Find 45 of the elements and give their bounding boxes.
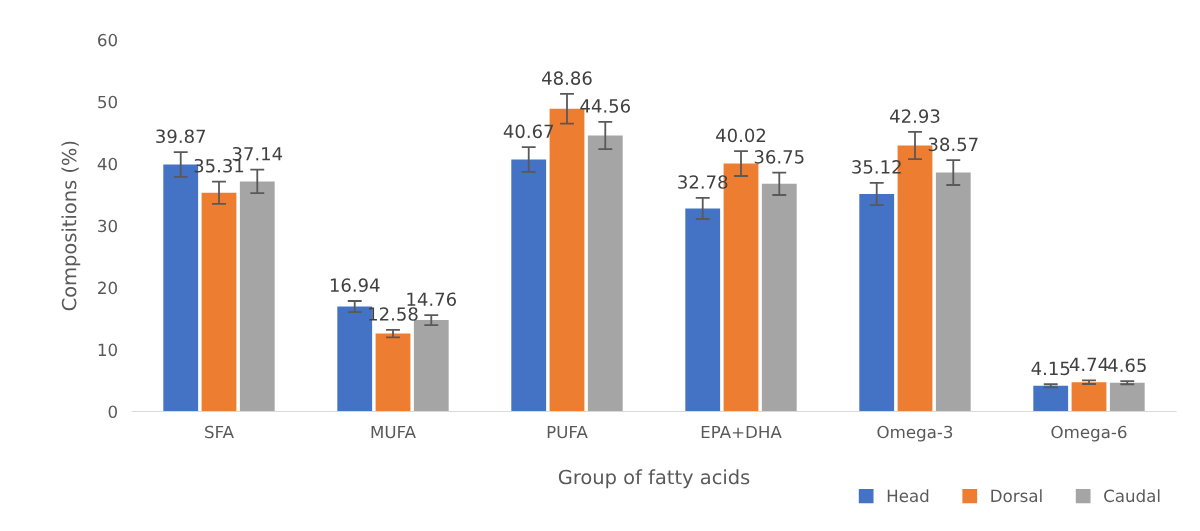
bar: [685, 208, 721, 412]
data-label: 4.15: [1031, 361, 1070, 376]
x-tick-label: PUFA: [547, 425, 588, 439]
y-tick-label: 10: [98, 343, 117, 357]
legend-label: Dorsal: [991, 489, 1042, 503]
data-label: 42.93: [890, 109, 940, 123]
data-label: 4.74: [1069, 357, 1109, 371]
bar: [1033, 385, 1069, 412]
legend-label: Caudal: [1104, 489, 1160, 503]
data-label: 38.57: [928, 137, 978, 152]
data-label: 37.14: [232, 146, 283, 161]
x-tick-label: Omega-3: [877, 425, 953, 442]
bar: [587, 135, 623, 412]
y-tick-label: 60: [98, 33, 117, 47]
data-label: 48.86: [542, 71, 592, 85]
bar: [1109, 382, 1145, 412]
y-tick-label: 40: [97, 157, 117, 171]
x-tick-label: EPA+DHA: [701, 425, 782, 439]
bar: [761, 183, 797, 412]
y-tick-label: 30: [98, 219, 117, 233]
y-axis-title: Compositions (%): [61, 141, 81, 311]
data-label: 35.31: [194, 158, 244, 173]
x-axis-title: Group of fatty acids: [558, 469, 750, 489]
x-tick-label: MUFA: [371, 425, 416, 439]
bar: [201, 192, 237, 412]
y-tick-label: 20: [98, 281, 117, 295]
bar: [859, 193, 895, 412]
bar: [239, 181, 275, 412]
bar: [375, 333, 411, 412]
legend-label: Head: [887, 489, 929, 503]
bar: [413, 320, 449, 412]
bar: [511, 159, 547, 412]
data-label: 44.56: [580, 99, 630, 113]
x-tick-label: SFA: [205, 425, 234, 439]
bar: [935, 172, 971, 412]
y-tick-label: 50: [98, 95, 117, 109]
data-label: 4.65: [1108, 358, 1146, 373]
x-tick-label: Omega-6: [1051, 425, 1127, 442]
data-label: 16.94: [330, 278, 380, 292]
data-label: 40.02: [716, 128, 766, 143]
data-label: 39.87: [156, 129, 206, 144]
data-label: 36.75: [754, 150, 804, 164]
data-label: 14.76: [407, 292, 456, 307]
y-tick-label: 0: [108, 405, 117, 419]
bar: [1071, 382, 1107, 412]
